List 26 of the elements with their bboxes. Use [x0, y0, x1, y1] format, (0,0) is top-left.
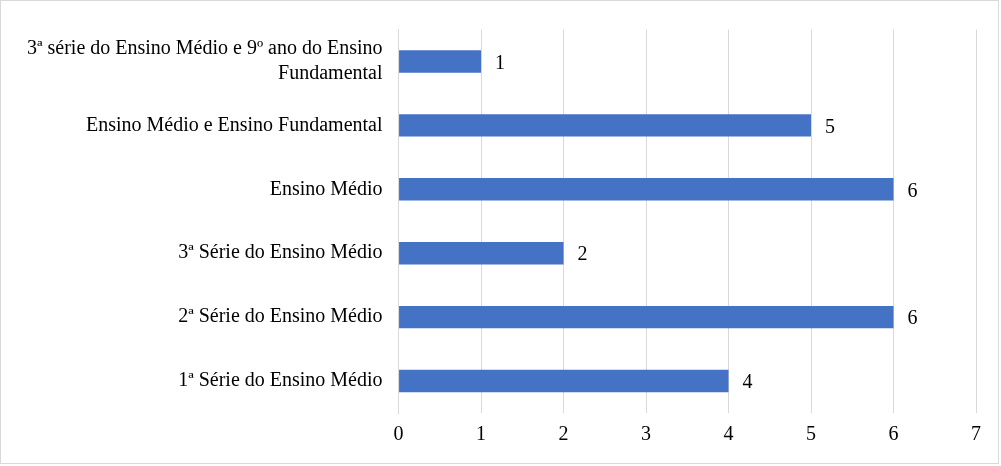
data-label: 2 — [577, 242, 588, 265]
bar — [399, 50, 482, 73]
bar — [399, 178, 894, 201]
data-label: 6 — [907, 178, 918, 201]
y-tick-label: Ensino Médio e Ensino Fundamental — [85, 112, 383, 135]
data-label: 6 — [907, 306, 918, 329]
x-tick-label: 1 — [476, 422, 487, 445]
x-tick-label: 6 — [888, 422, 899, 445]
x-tick-label: 4 — [723, 422, 734, 445]
x-tick-label: 7 — [971, 422, 981, 445]
y-tick-label: 3ª Série do Ensino Médio — [178, 240, 383, 263]
data-label: 4 — [742, 370, 753, 393]
x-tick-label: 3 — [641, 422, 652, 445]
data-label: 1 — [495, 50, 506, 73]
bar — [399, 114, 812, 137]
x-tick-label: 5 — [806, 422, 817, 445]
y-tick-label: 2ª Série do Ensino Médio — [178, 304, 383, 327]
data-label: 5 — [825, 114, 836, 137]
y-tick-label: 3ª série do Ensino Médio e 9º ano do Ensino Fundamental — [26, 36, 383, 84]
bar — [399, 242, 564, 265]
x-tick-label: 2 — [558, 422, 569, 445]
y-tick-label: 1ª Série do Ensino Médio — [178, 368, 383, 391]
bar — [399, 305, 894, 329]
x-tick-label: 0 — [393, 422, 404, 445]
bar — [399, 369, 729, 393]
y-tick-label: Ensino Médio — [269, 176, 383, 199]
